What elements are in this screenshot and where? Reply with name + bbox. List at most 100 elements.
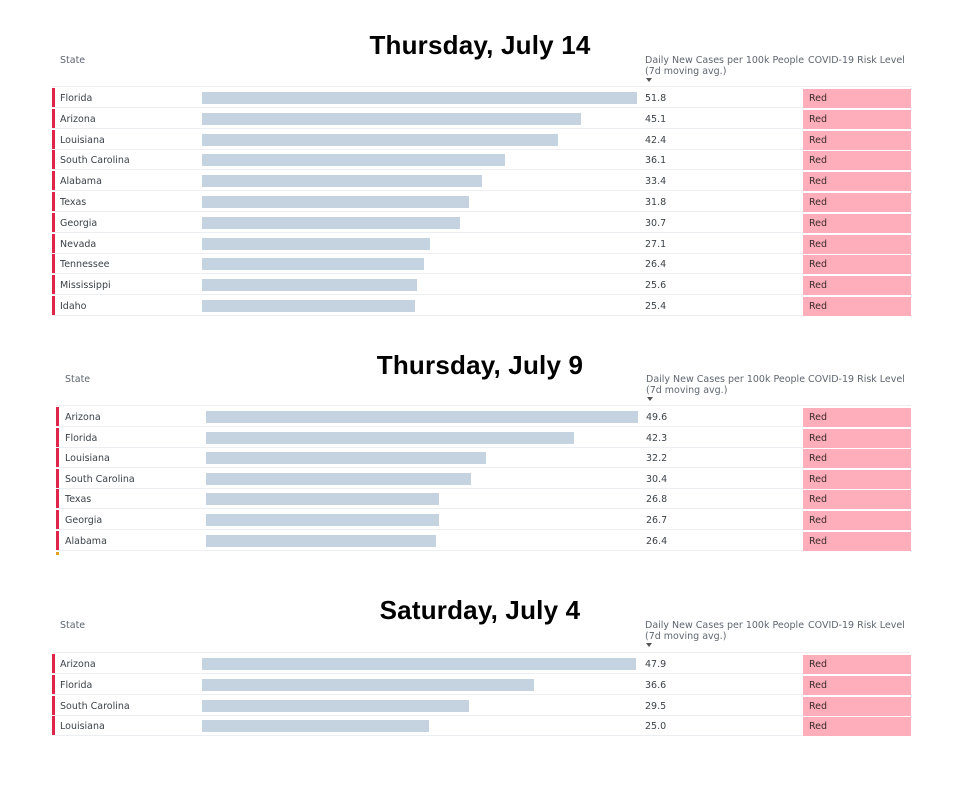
- table-row[interactable]: Florida 51.8 Red: [52, 88, 912, 108]
- risk-level-text: Red: [809, 679, 828, 691]
- table-row[interactable]: Louisiana 32.2 Red: [56, 448, 911, 469]
- table-row[interactable]: Alabama 26.4 Red: [56, 530, 911, 551]
- state-label: Nevada: [60, 238, 97, 250]
- header-state[interactable]: State: [60, 55, 86, 66]
- table-row[interactable]: Tennessee 26.4 Red: [52, 254, 912, 275]
- risk-level-text: Red: [809, 432, 828, 444]
- table-row[interactable]: Florida 42.3 Red: [56, 427, 911, 448]
- value-label: 42.4: [645, 134, 667, 146]
- header-risk[interactable]: COVID-19 Risk Level: [808, 620, 905, 631]
- table-row[interactable]: Louisiana 42.4 Red: [52, 129, 912, 150]
- value-label: 26.7: [646, 515, 668, 526]
- scroll-indicator: [56, 552, 59, 556]
- table-row[interactable]: Georgia 26.7 Red: [56, 510, 911, 530]
- table-row[interactable]: Mississippi 25.6 Red: [52, 275, 912, 296]
- state-label: South Carolina: [65, 473, 135, 485]
- bar-mississippi: [202, 279, 417, 292]
- bar-idaho: [202, 300, 416, 312]
- header-cases[interactable]: Daily New Cases per 100k People (7d movin…: [645, 620, 804, 642]
- header-risk[interactable]: COVID-19 Risk Level: [808, 374, 905, 385]
- risk-level-cell: Red: [803, 255, 911, 275]
- table-row[interactable]: Arizona 45.1 Red: [52, 108, 912, 129]
- table-row[interactable]: Nevada 27.1 Red: [52, 233, 912, 254]
- value-label: 25.0: [645, 721, 667, 733]
- value-label: 51.8: [645, 93, 667, 104]
- risk-level-text: Red: [809, 134, 828, 146]
- value-label: 25.4: [645, 301, 667, 312]
- risk-level-cell: Red: [803, 109, 911, 129]
- header-state[interactable]: State: [60, 620, 86, 631]
- row-divider: [52, 273, 912, 275]
- risk-level-cell: Red: [803, 408, 911, 427]
- risk-level-cell: Red: [803, 675, 911, 695]
- table-panel: State Daily New Cases per 100k People (7d …: [52, 53, 912, 317]
- value-label: 32.2: [646, 453, 668, 465]
- sort-desc-icon[interactable]: [647, 397, 653, 401]
- risk-level-cell: Red: [803, 151, 911, 171]
- value-label: 25.6: [645, 280, 667, 292]
- bar-georgia: [206, 514, 439, 526]
- row-accent-bar: [56, 510, 59, 530]
- row-divider: [56, 426, 911, 427]
- row-divider: [56, 508, 911, 510]
- bar-arizona: [202, 658, 636, 670]
- state-label: Texas: [65, 494, 92, 506]
- bar-florida: [206, 431, 575, 444]
- row-accent-bar: [56, 448, 59, 469]
- header-cases-line2: (7d moving avg.): [645, 66, 727, 77]
- risk-level-text: Red: [809, 176, 828, 188]
- row-divider: [52, 127, 912, 129]
- risk-level-text: Red: [809, 721, 828, 733]
- row-divider: [52, 693, 910, 695]
- row-divider: [56, 467, 911, 469]
- value-label: 47.9: [645, 659, 667, 670]
- table-row[interactable]: Alabama 33.4 Red: [52, 171, 912, 192]
- table-row[interactable]: Arizona 47.9 Red: [52, 654, 911, 674]
- row-accent-bar: [52, 233, 55, 254]
- table-row[interactable]: South Carolina 36.1 Red: [52, 150, 912, 171]
- header-state[interactable]: State: [65, 374, 91, 385]
- risk-level-cell: Red: [803, 130, 911, 150]
- header-risk[interactable]: COVID-19 Risk Level: [808, 55, 905, 66]
- table-row[interactable]: Florida 36.6 Red: [52, 674, 911, 695]
- row-divider: [52, 714, 910, 716]
- risk-level-text: Red: [809, 93, 828, 104]
- table-row[interactable]: Idaho 25.4 Red: [52, 296, 912, 316]
- risk-level-text: Red: [809, 535, 828, 547]
- row-accent-bar: [52, 129, 55, 150]
- sort-desc-icon[interactable]: [646, 78, 652, 82]
- risk-level-cell: Red: [803, 234, 911, 254]
- header-divider: [52, 652, 910, 653]
- row-accent-bar: [52, 716, 55, 737]
- bar-louisiana: [206, 452, 487, 465]
- header-cases[interactable]: Daily New Cases per 100k People (7d movin…: [646, 374, 805, 396]
- value-label: 36.6: [645, 679, 667, 691]
- row-accent-bar: [52, 212, 55, 233]
- table-row[interactable]: Arizona 49.6 Red: [56, 407, 911, 427]
- row-accent-bar: [56, 407, 59, 427]
- row-divider: [52, 735, 910, 737]
- state-label: Arizona: [60, 659, 96, 670]
- row-divider: [56, 529, 911, 530]
- value-label: 33.4: [645, 176, 667, 188]
- bar-louisiana: [202, 133, 559, 146]
- value-label: 29.5: [645, 700, 667, 712]
- table-row[interactable]: South Carolina 29.5 Red: [52, 695, 911, 716]
- sort-desc-icon[interactable]: [646, 643, 652, 647]
- table-row[interactable]: Louisiana 25.0 Red: [52, 716, 911, 737]
- state-label: South Carolina: [60, 700, 130, 712]
- value-label: 36.1: [645, 155, 667, 167]
- row-divider: [52, 315, 912, 316]
- header-cases-line1: Daily New Cases per 100k People: [645, 620, 805, 631]
- table-row[interactable]: Texas 31.8 Red: [52, 192, 912, 212]
- header-cases[interactable]: Daily New Cases per 100k People (7d movin…: [645, 55, 804, 77]
- bar-arizona: [206, 411, 638, 423]
- table-row[interactable]: South Carolina 30.4 Red: [56, 468, 911, 489]
- row-divider: [52, 211, 912, 212]
- row-accent-bar: [52, 695, 55, 716]
- table-row[interactable]: Georgia 30.7 Red: [52, 212, 912, 233]
- row-accent-bar: [52, 275, 55, 296]
- bar-louisiana: [202, 720, 429, 733]
- table-row[interactable]: Texas 26.8 Red: [56, 489, 911, 510]
- risk-level-cell: Red: [803, 193, 911, 212]
